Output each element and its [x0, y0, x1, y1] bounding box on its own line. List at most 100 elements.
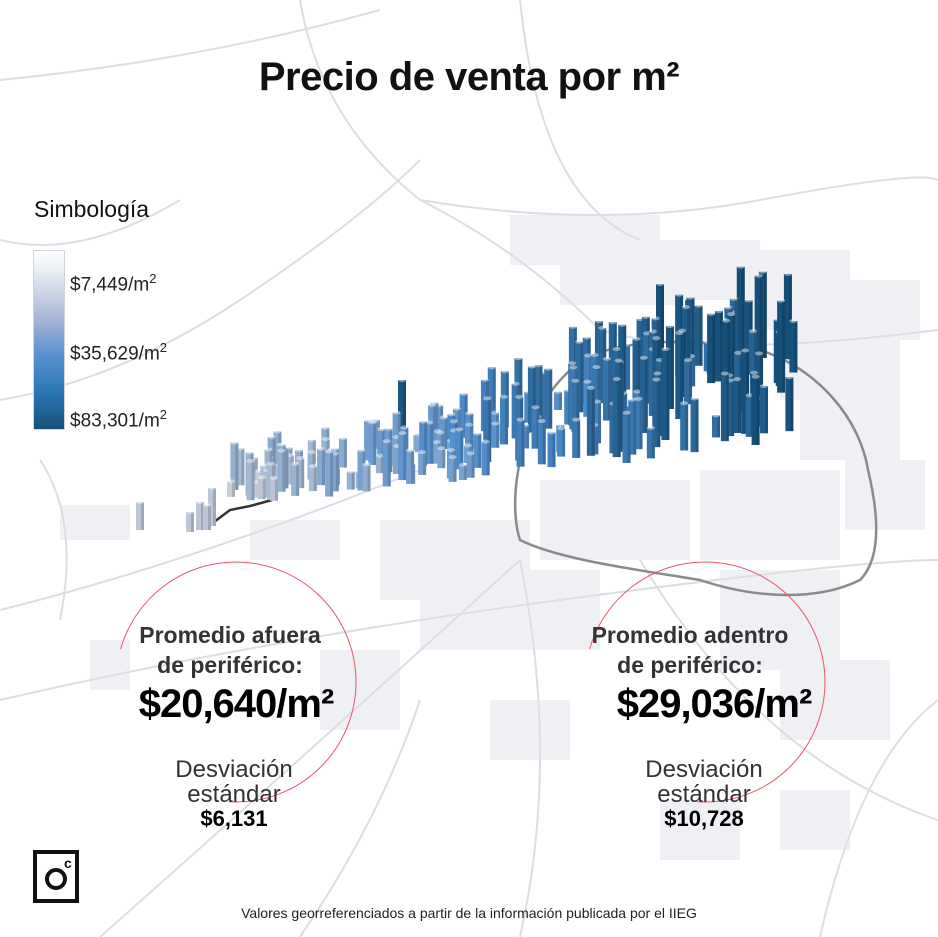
price-bar-top	[392, 410, 401, 415]
price-bar-top	[277, 448, 286, 453]
price-bar	[473, 433, 482, 468]
price-bar-shade	[623, 324, 627, 413]
price-bar-shade	[562, 428, 566, 457]
price-bar-shade	[469, 424, 473, 458]
price-bar-top	[584, 353, 593, 358]
price-bar-top	[515, 394, 524, 399]
price-bar-top	[473, 431, 482, 436]
price-bar	[307, 439, 316, 463]
price-bar-top	[245, 450, 254, 455]
price-bar-top	[377, 427, 386, 432]
inside-stat-title-line2: de periférico:	[617, 652, 763, 678]
outside-sd-label-line1: Desviación	[175, 756, 293, 783]
price-bar-shade	[716, 415, 720, 438]
price-bar-top	[602, 356, 611, 361]
price-bar-shade	[558, 391, 562, 410]
price-bar-shade	[471, 453, 475, 478]
price-bar	[748, 331, 757, 375]
price-bar	[571, 380, 580, 432]
price-bar	[537, 420, 546, 465]
outside-sd-value: $6,131	[200, 806, 268, 831]
price-bar-shade	[692, 356, 696, 387]
price-bar-top	[480, 377, 489, 382]
price-bar	[652, 379, 661, 448]
price-bar-top	[633, 389, 642, 394]
price-bar	[726, 380, 735, 437]
price-bar-shade	[235, 442, 239, 490]
price-bar-top	[612, 346, 621, 351]
price-bar-shade	[488, 398, 492, 462]
price-bar	[459, 393, 468, 438]
price-bar-top	[464, 422, 473, 427]
price-bar-top	[651, 316, 660, 321]
price-bar-top	[459, 391, 468, 396]
price-bar-top	[618, 322, 627, 327]
price-bar-shade	[403, 380, 406, 445]
price-bar-top	[307, 450, 316, 455]
price-bar	[639, 357, 648, 434]
price-bar-top	[785, 375, 794, 380]
price-bar-shade	[657, 379, 661, 448]
price-bar-shade	[460, 429, 464, 470]
price-bar-shade	[763, 271, 767, 358]
price-bar	[186, 512, 194, 532]
price-bar	[720, 373, 729, 442]
legend-title: Simbología	[34, 196, 150, 222]
price-bar-shade	[478, 433, 482, 468]
price-bar-top	[656, 282, 664, 286]
price-bar	[646, 427, 655, 459]
price-bar-top	[516, 417, 525, 422]
price-bar-shade	[231, 481, 235, 497]
price-bar	[789, 320, 798, 373]
price-bar-shade	[719, 310, 723, 382]
price-bar-top	[682, 305, 690, 309]
price-bar	[392, 412, 401, 451]
price-bar-top	[448, 455, 457, 460]
legend-color-ramp	[33, 250, 65, 430]
price-bar-shade	[627, 412, 631, 464]
price-bar-top	[571, 378, 580, 383]
price-bar	[346, 471, 355, 490]
price-bar-top	[368, 420, 377, 425]
price-bar-top	[592, 365, 601, 370]
price-bar-top	[433, 429, 442, 434]
price-bar-shade	[627, 344, 631, 390]
inside-sd-label-line1: Desviación	[645, 756, 763, 783]
price-bar-shade	[463, 464, 467, 480]
price-bar-top	[246, 458, 255, 463]
price-bar-top	[572, 417, 581, 422]
price-bar-top	[449, 419, 458, 424]
price-bar-shade	[691, 297, 695, 375]
price-bar	[236, 448, 245, 486]
price-bar-shade	[619, 360, 623, 452]
price-bar	[622, 412, 631, 464]
price-bar-shade	[262, 477, 266, 500]
price-bar	[338, 438, 347, 468]
price-bar-top	[400, 425, 409, 430]
price-bar-top	[321, 425, 330, 430]
price-bar-shade	[521, 419, 525, 467]
price-bar	[418, 452, 427, 475]
price-bar-top	[556, 422, 565, 427]
price-bar-shade	[758, 398, 762, 427]
legend-label-high: $83,301/m2	[70, 407, 168, 432]
price-bar-top	[346, 469, 355, 474]
price-bar	[325, 451, 334, 497]
price-bar	[592, 367, 601, 428]
price-bar	[368, 422, 377, 466]
price-bar-top	[375, 453, 384, 458]
price-bar	[415, 434, 424, 453]
price-bar	[593, 401, 602, 444]
price-bar-top	[277, 442, 286, 447]
price-bar-shade	[312, 452, 316, 480]
price-bar-top	[707, 311, 716, 316]
price-bar-top	[628, 397, 637, 402]
outside-average-circle	[115, 561, 357, 803]
price-bar-top	[436, 430, 445, 435]
price-bar	[634, 398, 643, 450]
price-bar-top	[722, 318, 731, 323]
price-bar-top	[686, 295, 695, 300]
price-bar-top	[325, 449, 334, 454]
